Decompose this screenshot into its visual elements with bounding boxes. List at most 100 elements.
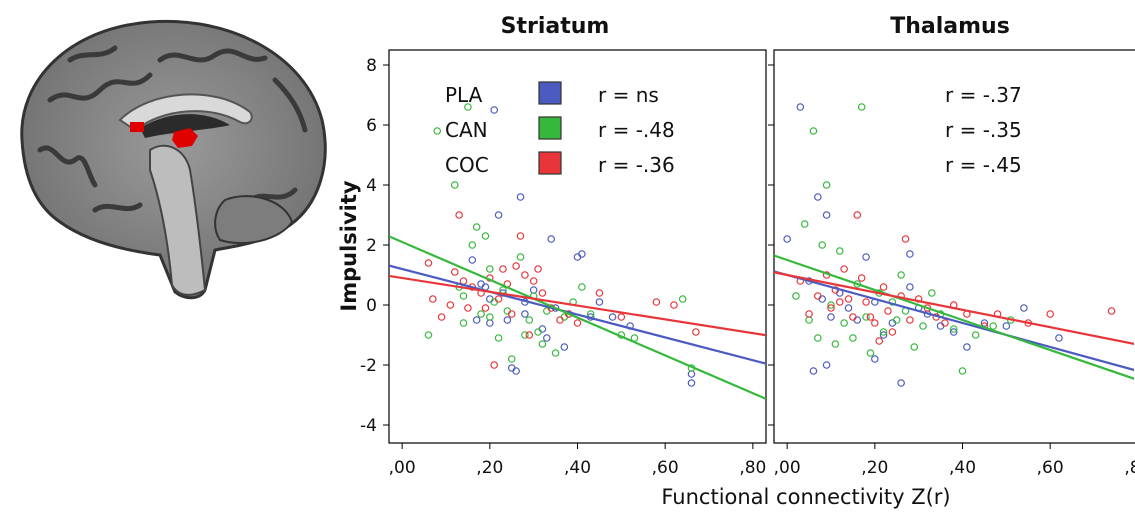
point-pla <box>963 343 971 351</box>
point-pla <box>980 319 989 327</box>
point-can <box>678 295 687 303</box>
legend-swatch-can <box>538 116 562 140</box>
point-can <box>814 334 822 342</box>
point-pla <box>1020 304 1028 312</box>
point-pla <box>472 316 481 324</box>
point-can <box>879 328 888 336</box>
fit-line-pla <box>774 270 1134 372</box>
x-tick-label: ,80 <box>1124 458 1135 478</box>
point-can <box>450 181 459 189</box>
x-tick-label: ,40 <box>564 458 591 478</box>
point-pla <box>822 361 831 369</box>
point-coc <box>446 301 455 309</box>
point-pla <box>822 211 831 219</box>
point-pla <box>796 103 805 111</box>
point-pla <box>490 106 499 114</box>
plot-frame-thalamus <box>773 49 1135 444</box>
point-can <box>424 331 433 339</box>
point-pla <box>862 253 870 261</box>
point-can <box>521 331 529 339</box>
point-pla <box>844 304 853 312</box>
fit-line-coc <box>389 274 766 337</box>
point-coc <box>481 304 490 312</box>
x-tick-label: ,80 <box>739 458 766 478</box>
point-can <box>892 316 901 324</box>
x-tick-label: ,20 <box>861 458 888 478</box>
point-coc <box>857 274 866 282</box>
point-coc <box>595 289 604 297</box>
corpus-callosum <box>118 93 253 132</box>
point-can <box>459 319 468 327</box>
point-coc <box>814 292 822 300</box>
point-can <box>827 301 835 309</box>
point-can <box>516 253 525 261</box>
x-tick-label: ,00 <box>389 458 416 478</box>
point-pla <box>783 235 791 243</box>
y-axis-label: Impulsivity <box>337 180 361 311</box>
point-coc <box>617 313 626 321</box>
point-coc <box>901 235 910 243</box>
point-coc <box>507 310 516 318</box>
point-pla <box>543 334 551 342</box>
fit-line-coc <box>774 271 1134 345</box>
point-coc <box>521 271 529 279</box>
y-tick-label: -4 <box>360 416 377 436</box>
fit-line-can <box>389 235 766 400</box>
point-pla <box>687 379 696 387</box>
correlation-label-coc: r = -.45 <box>945 153 1022 177</box>
fit-line-pla <box>389 264 766 365</box>
point-coc <box>529 277 538 285</box>
point-pla <box>468 256 477 264</box>
point-coc <box>1046 310 1054 318</box>
point-pla <box>547 235 555 243</box>
point-can <box>534 328 542 336</box>
correlation-label-can: r = -.35 <box>945 118 1022 142</box>
point-pla <box>1002 322 1011 330</box>
point-coc <box>862 298 870 306</box>
point-pla <box>503 316 512 324</box>
point-can <box>919 322 927 330</box>
y-tick-label: 2 <box>366 236 377 256</box>
point-coc <box>835 298 844 306</box>
x-tick-label: ,60 <box>1037 458 1064 478</box>
point-can <box>800 220 809 228</box>
correlation-label-pla: r = -.37 <box>945 83 1022 107</box>
point-can <box>486 265 494 273</box>
point-coc <box>849 313 857 321</box>
point-coc <box>573 319 582 327</box>
point-can <box>551 349 560 357</box>
point-can <box>809 127 818 135</box>
point-can <box>481 232 490 240</box>
x-axis-label: Functional connectivity Z(r) <box>661 485 950 509</box>
point-coc <box>516 232 525 240</box>
legend-swatch-coc <box>538 151 562 175</box>
point-can <box>494 334 503 342</box>
point-coc <box>866 313 875 321</box>
point-pla <box>871 355 879 363</box>
point-can <box>989 322 997 330</box>
point-coc <box>805 310 813 318</box>
y-tick-label: 0 <box>366 296 377 316</box>
point-coc <box>534 265 542 273</box>
x-tick-label: ,20 <box>476 458 503 478</box>
point-pla <box>494 211 503 219</box>
legend-label-coc: COC <box>445 153 489 177</box>
point-pla <box>897 379 905 387</box>
point-pla <box>608 313 617 321</box>
point-pla <box>814 193 822 201</box>
point-pla <box>1055 334 1063 342</box>
point-can <box>472 223 481 231</box>
point-pla <box>809 367 818 375</box>
x-tick-label: ,60 <box>652 458 679 478</box>
plot-thalamus: ,00 ,20 ,40 ,60 ,80 r = -.37 r = -.35 r = -.45 <box>768 64 1135 478</box>
y-tick-label: 4 <box>366 176 377 196</box>
point-coc <box>670 301 678 309</box>
point-coc <box>437 313 446 321</box>
point-can <box>433 127 442 135</box>
point-can <box>792 292 800 300</box>
point-can <box>949 325 958 333</box>
point-can <box>897 271 905 279</box>
point-coc <box>871 319 879 327</box>
point-can <box>971 331 980 339</box>
point-can <box>525 316 534 324</box>
